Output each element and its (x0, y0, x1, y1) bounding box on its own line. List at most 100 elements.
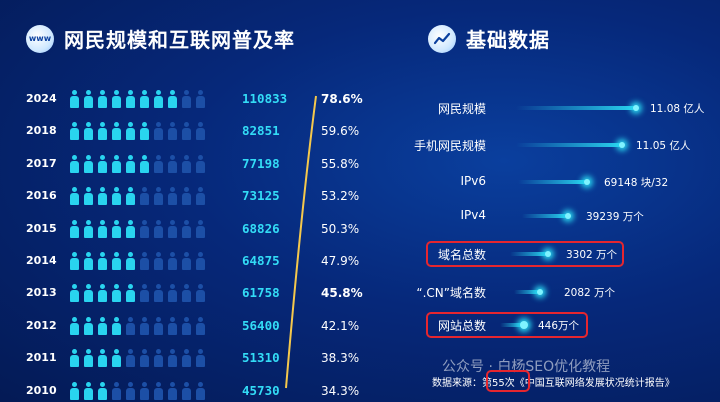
person-icon (138, 252, 151, 270)
person-icon (194, 381, 207, 400)
globe-icon-text: www (28, 34, 52, 43)
person-icon-row (68, 187, 208, 206)
left-title: 网民规模和互联网普及率 (64, 28, 295, 52)
person-icon (138, 219, 151, 238)
person-icon (138, 90, 151, 108)
person-icon (96, 316, 109, 335)
metric-bar (500, 323, 524, 327)
person-icon (138, 187, 151, 206)
globe-icon: www (26, 24, 54, 53)
person-icon (180, 90, 193, 108)
person-icon (82, 316, 95, 335)
year-label: 2011 (26, 351, 57, 365)
person-icon (180, 154, 193, 173)
person-icon (82, 154, 95, 173)
person-icon (110, 219, 123, 238)
penetration-rate: 34.3% (321, 383, 360, 398)
person-icon (124, 154, 137, 173)
metric-value: 11.08 亿人 (650, 103, 705, 115)
year-label: 2014 (26, 254, 57, 267)
metric-bar-glow (520, 321, 528, 329)
person-icon (124, 219, 137, 238)
person-icon (152, 316, 165, 335)
metric-value: 39239 万个 (586, 211, 644, 223)
netizen-count: 110833 (242, 91, 288, 106)
metric-bar-glow (537, 289, 543, 295)
metric-bar-glow (633, 105, 639, 111)
person-icon (68, 381, 81, 400)
person-icon (68, 154, 81, 173)
metric-bar-glow (565, 213, 571, 219)
person-icon (124, 381, 137, 400)
person-icon (110, 154, 123, 173)
penetration-rate: 78.6% (321, 92, 363, 106)
year-label: 2018 (26, 124, 57, 138)
person-icon (152, 122, 165, 141)
person-icon (194, 349, 207, 368)
person-icon (180, 122, 193, 141)
person-icon (138, 284, 151, 303)
penetration-rate: 53.2% (321, 189, 360, 204)
person-icon (180, 187, 193, 206)
person-icon (166, 90, 179, 108)
metric-label: “.CN”域名数 (416, 286, 486, 300)
person-icon (194, 316, 207, 335)
person-icon (68, 316, 81, 335)
person-icon (124, 316, 137, 335)
person-icon (96, 90, 109, 108)
person-icon-row (68, 316, 208, 335)
person-icon (152, 252, 165, 270)
person-icon (166, 252, 179, 270)
trend-icon (428, 24, 456, 53)
person-icon (110, 90, 123, 108)
metric-value: 69148 块/32 (604, 177, 669, 189)
footer-highlight-box (486, 370, 530, 392)
person-icon (166, 381, 179, 400)
person-icon (82, 90, 95, 108)
metric-bar (510, 252, 548, 256)
left-header: www 网民规模和互联网普及率 (26, 24, 295, 53)
netizen-count: 82851 (242, 123, 280, 139)
person-icon-row (68, 219, 208, 238)
year-label: 2010 (26, 383, 57, 397)
metric-value: 3302 万个 (566, 249, 618, 261)
person-icon (124, 284, 137, 303)
penetration-rate: 50.3% (321, 221, 360, 236)
person-icon (138, 154, 151, 173)
person-icon (68, 122, 81, 141)
year-label: 2016 (26, 189, 57, 203)
year-label: 2017 (26, 156, 57, 170)
penetration-rate: 45.8% (321, 286, 363, 301)
netizen-count: 73125 (242, 188, 280, 204)
person-icon (180, 381, 193, 400)
person-icon (82, 122, 95, 141)
right-header: 基础数据 (428, 24, 550, 53)
person-icon (180, 284, 193, 303)
person-icon (166, 284, 179, 303)
person-icon (96, 187, 109, 206)
person-icon (68, 349, 81, 368)
person-icon (68, 90, 81, 108)
person-icon (96, 252, 109, 270)
person-icon (110, 284, 123, 303)
person-icon-row (68, 90, 208, 108)
person-icon (166, 122, 179, 141)
highlight-box (426, 241, 624, 267)
penetration-rate: 47.9% (321, 254, 360, 268)
person-icon (110, 187, 123, 206)
person-icon (138, 381, 151, 400)
person-icon (96, 381, 109, 400)
person-icon (180, 219, 193, 238)
person-icon (110, 381, 123, 400)
person-icon (166, 349, 179, 368)
penetration-rate: 42.1% (321, 318, 360, 333)
person-icon (82, 187, 95, 206)
person-icon (110, 252, 123, 270)
person-icon (194, 219, 207, 238)
person-icon (180, 316, 193, 335)
person-icon (124, 122, 137, 141)
person-icon-row (68, 349, 208, 368)
person-icon (96, 284, 109, 303)
person-icon (166, 187, 179, 206)
person-icon (138, 122, 151, 141)
